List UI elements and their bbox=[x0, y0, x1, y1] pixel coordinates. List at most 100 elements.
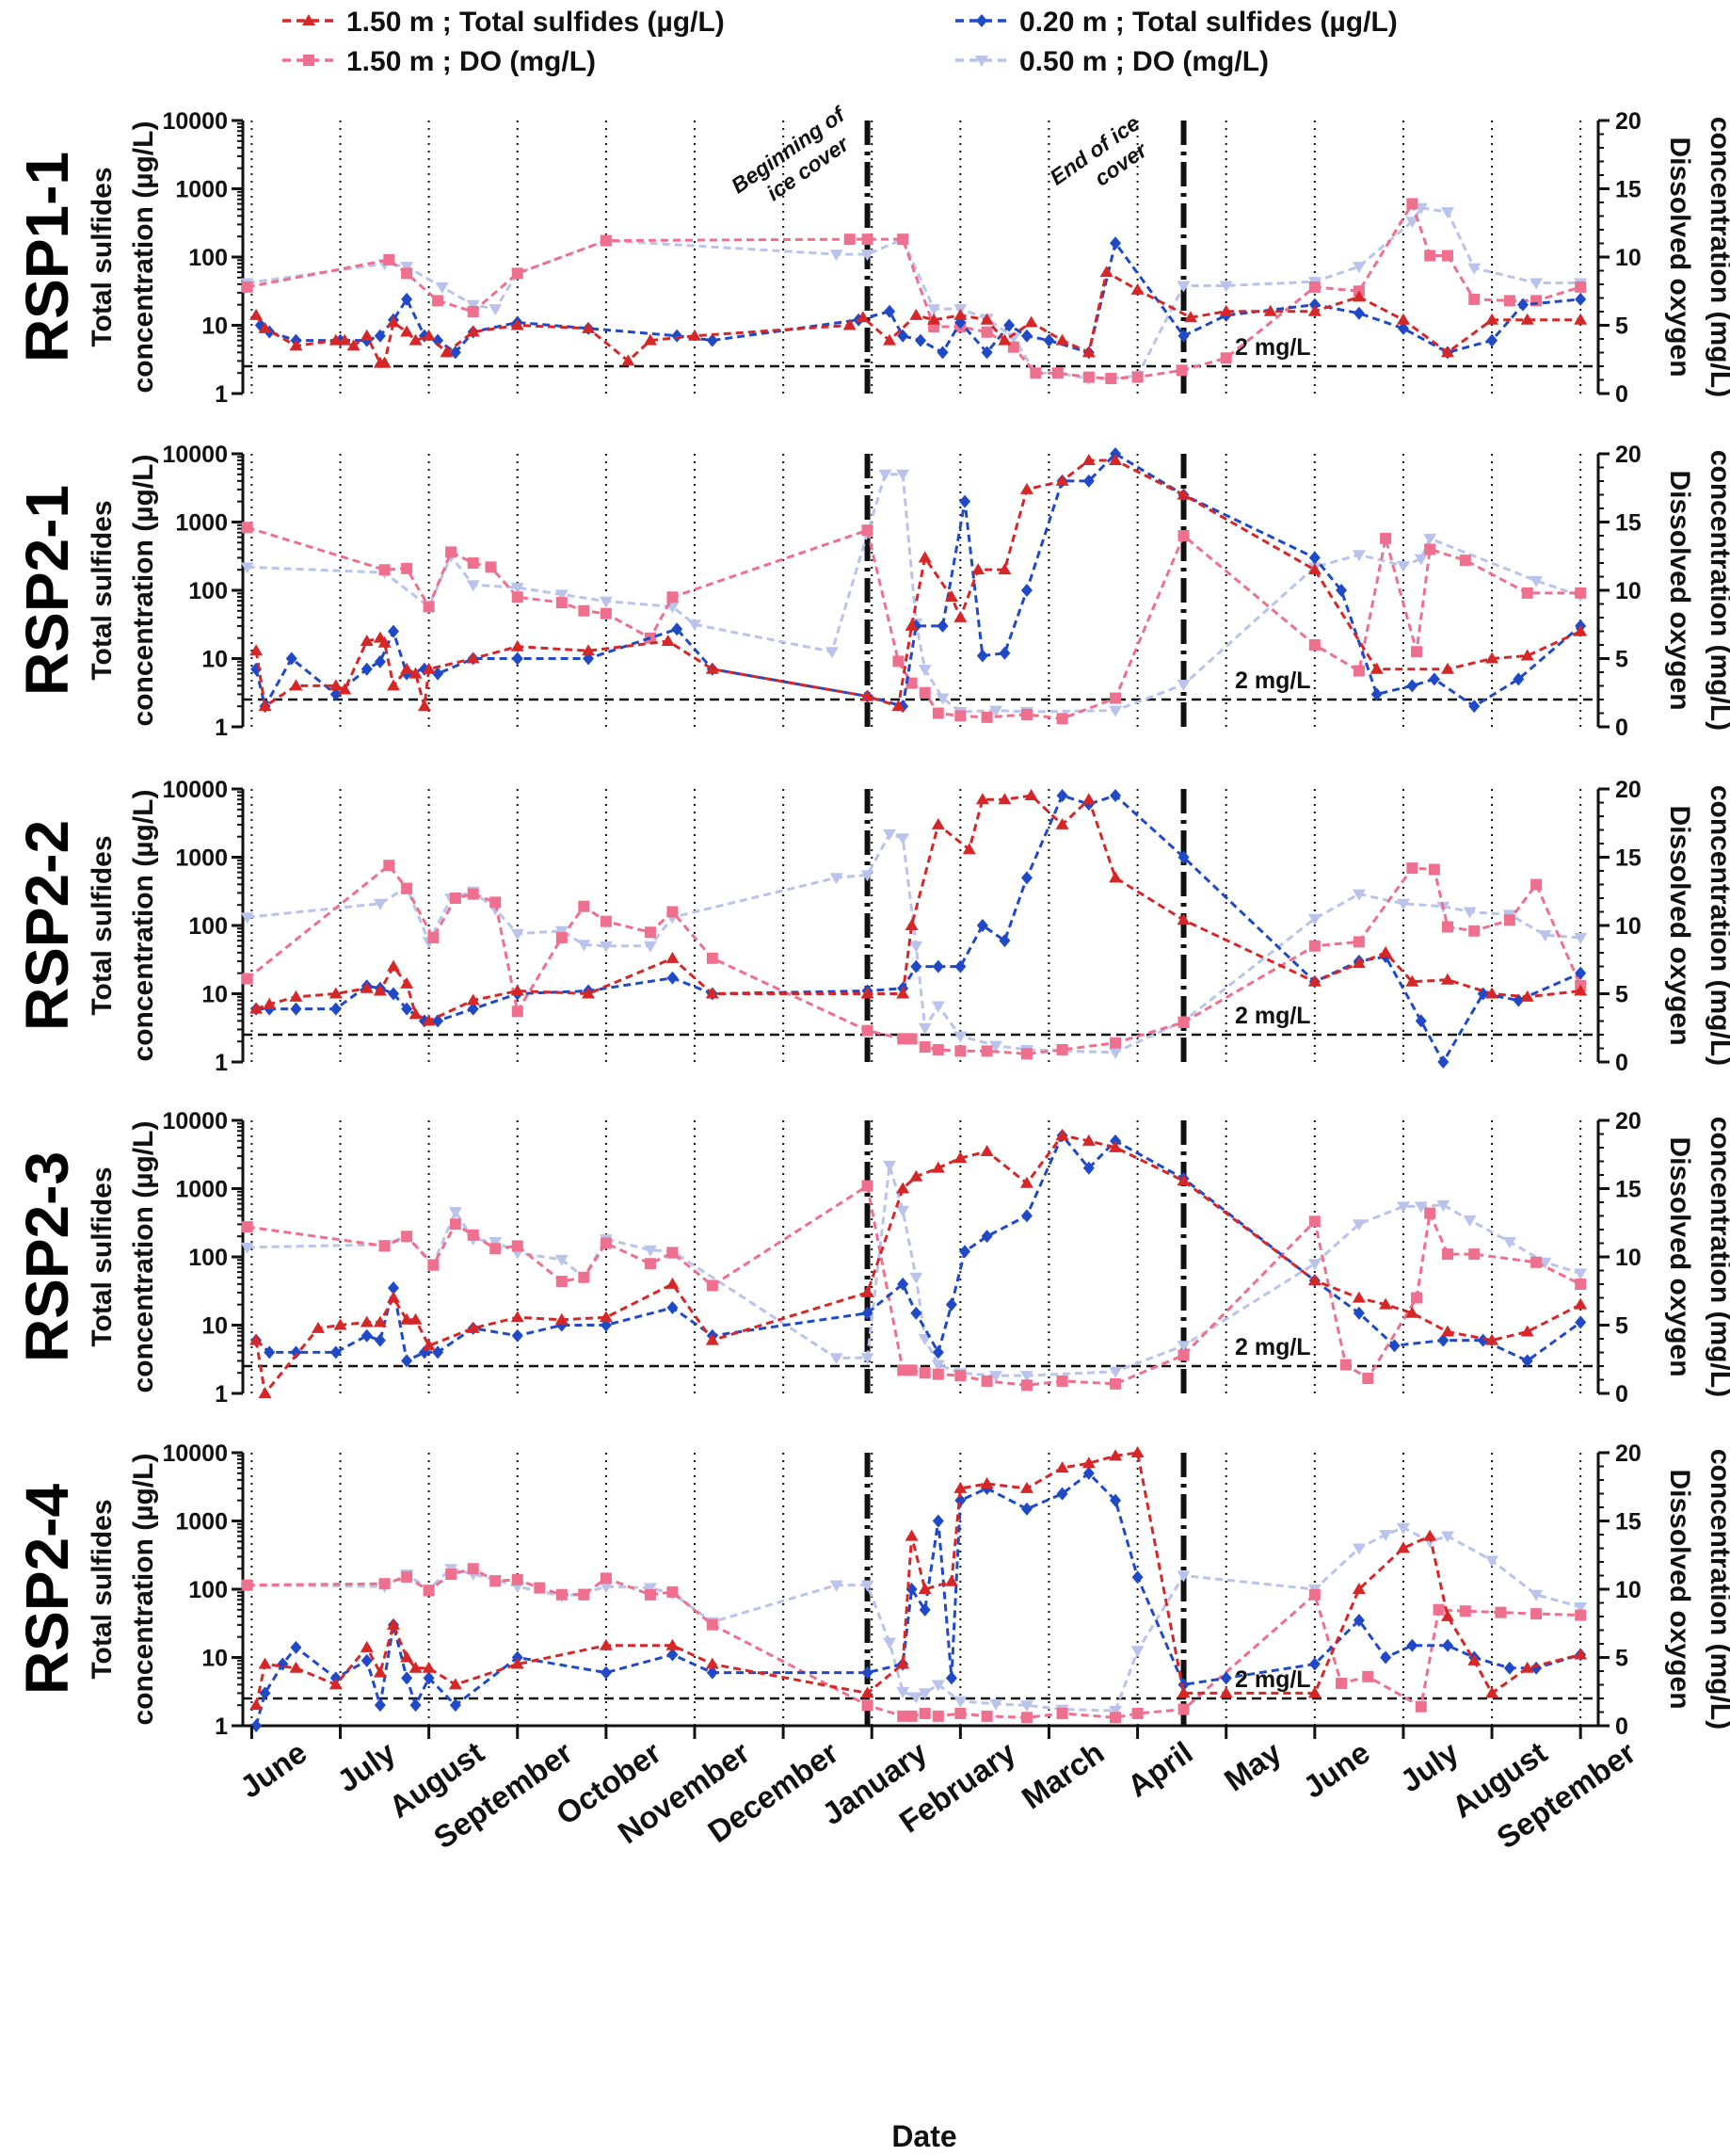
data-point bbox=[1110, 692, 1122, 704]
legend-item-s020: 0.20 m ; Total sulfides (µg/L) bbox=[955, 7, 1398, 38]
data-point bbox=[449, 1698, 461, 1713]
data-point bbox=[1574, 624, 1588, 636]
data-point bbox=[1308, 551, 1321, 565]
data-point bbox=[377, 356, 392, 368]
data-point bbox=[860, 689, 874, 701]
data-point bbox=[489, 896, 502, 909]
right-tick-label: 15 bbox=[1615, 845, 1642, 872]
legend-marker bbox=[303, 55, 314, 66]
data-point bbox=[1521, 587, 1533, 599]
data-point bbox=[897, 1277, 909, 1291]
data-point bbox=[1308, 281, 1321, 293]
data-point bbox=[1110, 789, 1122, 803]
data-point bbox=[1056, 1375, 1068, 1387]
right-axis-title: Dissolved oxygen bbox=[1664, 1469, 1695, 1709]
data-point bbox=[290, 1640, 302, 1654]
data-point bbox=[932, 959, 944, 973]
data-point bbox=[860, 1353, 874, 1365]
data-point bbox=[897, 1364, 909, 1376]
data-point bbox=[980, 313, 994, 325]
data-point bbox=[373, 1315, 387, 1327]
data-point bbox=[861, 1306, 873, 1320]
series-do050 bbox=[240, 1522, 1588, 1718]
data-point bbox=[400, 325, 414, 337]
data-point bbox=[1352, 290, 1366, 302]
data-point bbox=[937, 619, 949, 633]
data-point bbox=[705, 1657, 719, 1669]
do-threshold-label: 2 mg/L bbox=[1235, 668, 1311, 694]
left-axis-title: concentration (µg/L) bbox=[128, 1454, 159, 1726]
data-point bbox=[1485, 1686, 1499, 1698]
data-point bbox=[1530, 1608, 1543, 1620]
data-point bbox=[666, 591, 679, 603]
data-point bbox=[240, 1242, 254, 1254]
data-point bbox=[249, 1002, 264, 1014]
data-point bbox=[1520, 990, 1534, 1002]
data-point bbox=[896, 1686, 910, 1698]
legend-item-do150: 1.50 m ; DO (mg/L) bbox=[282, 46, 596, 77]
data-point bbox=[449, 1218, 461, 1231]
data-point bbox=[918, 665, 932, 677]
data-point bbox=[1405, 1306, 1419, 1318]
data-point bbox=[860, 249, 874, 262]
data-point bbox=[861, 233, 873, 246]
series-do150 bbox=[241, 860, 1587, 1060]
data-point bbox=[1055, 474, 1069, 486]
data-point bbox=[905, 1529, 919, 1541]
do-threshold-label: 2 mg/L bbox=[1235, 1334, 1311, 1360]
data-point bbox=[511, 1650, 523, 1665]
data-point bbox=[1308, 1657, 1321, 1671]
data-point bbox=[360, 1653, 373, 1667]
data-point bbox=[387, 959, 400, 972]
data-point bbox=[1177, 680, 1191, 692]
data-point bbox=[1130, 1446, 1145, 1457]
data-point bbox=[511, 1573, 523, 1585]
data-point bbox=[861, 1024, 873, 1037]
data-point bbox=[1353, 665, 1365, 677]
data-point bbox=[401, 1570, 413, 1583]
data-point bbox=[981, 1710, 993, 1722]
data-point bbox=[600, 1665, 612, 1680]
data-point bbox=[1424, 543, 1436, 555]
data-point bbox=[401, 1002, 413, 1016]
data-point bbox=[555, 932, 568, 944]
data-point bbox=[312, 1321, 325, 1333]
data-point bbox=[1441, 207, 1454, 219]
x-tick-label: May bbox=[1218, 1734, 1288, 1798]
data-point bbox=[1109, 1366, 1123, 1378]
data-point bbox=[1177, 281, 1191, 293]
data-point bbox=[897, 1710, 909, 1722]
data-point bbox=[1055, 817, 1069, 829]
data-point bbox=[842, 318, 857, 330]
data-point bbox=[989, 1371, 1002, 1383]
left-tick-label: 10 bbox=[201, 1313, 228, 1340]
right-tick-label: 0 bbox=[1615, 715, 1628, 741]
series-do150 bbox=[241, 1180, 1587, 1392]
data-point bbox=[1110, 1037, 1122, 1049]
data-point bbox=[1109, 1706, 1123, 1718]
data-point bbox=[1574, 1268, 1588, 1280]
data-point bbox=[1352, 957, 1366, 969]
data-point bbox=[931, 1360, 945, 1372]
data-point bbox=[644, 1258, 656, 1270]
data-point bbox=[1339, 1359, 1352, 1371]
data-point bbox=[1530, 575, 1544, 587]
data-point bbox=[582, 987, 596, 999]
data-point bbox=[1485, 652, 1499, 664]
data-point bbox=[666, 1648, 679, 1662]
data-point bbox=[1308, 940, 1321, 952]
data-point bbox=[374, 1333, 386, 1347]
left-tick-label: 1 bbox=[215, 1050, 228, 1076]
data-point bbox=[1396, 313, 1410, 325]
x-axis: June JulyAugustSeptemberOctoberNovemberDe… bbox=[233, 1726, 1642, 2153]
data-point bbox=[706, 952, 718, 964]
data-point bbox=[1081, 1134, 1096, 1146]
data-point bbox=[1336, 1678, 1348, 1690]
data-point bbox=[1575, 1609, 1587, 1621]
data-point bbox=[435, 282, 449, 294]
data-point bbox=[932, 1368, 944, 1380]
data-point bbox=[665, 1638, 680, 1650]
data-point bbox=[1099, 265, 1113, 278]
data-point bbox=[582, 321, 596, 333]
data-point bbox=[1468, 293, 1481, 305]
